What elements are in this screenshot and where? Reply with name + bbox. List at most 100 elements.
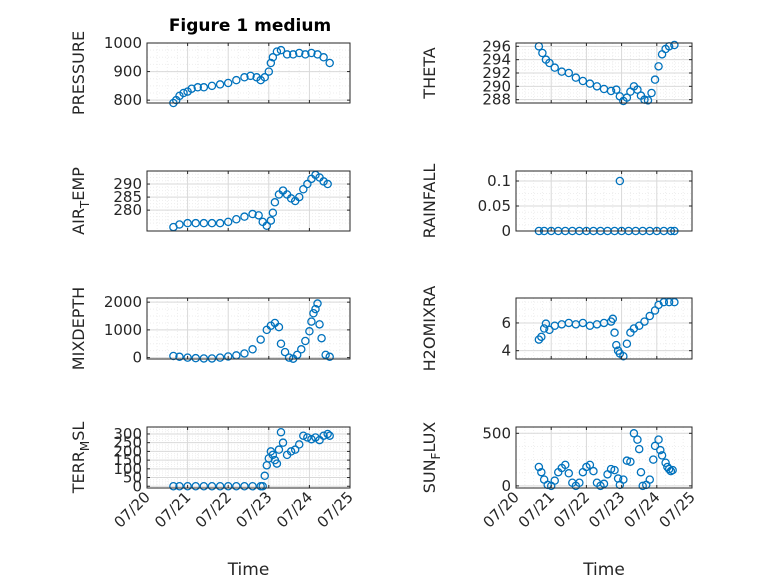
- data-point: [246, 71, 255, 81]
- data-point: [272, 459, 282, 468]
- data-point: [638, 481, 647, 491]
- data-point: [223, 217, 233, 227]
- data-point: [232, 482, 241, 491]
- data-point: [215, 482, 225, 491]
- data-point: [276, 339, 286, 348]
- data-point: [175, 352, 184, 362]
- data-point: [317, 333, 326, 343]
- data-point: [307, 317, 316, 326]
- data-point: [274, 445, 284, 454]
- y-tick-label: 290: [113, 175, 142, 193]
- data-point: [606, 86, 616, 96]
- y-tick-label: 200: [113, 442, 142, 460]
- data-point: [622, 456, 632, 465]
- y-tick-label: 500: [482, 424, 511, 442]
- data-point: [654, 435, 663, 444]
- data-point: [619, 475, 628, 484]
- data-point: [538, 48, 547, 58]
- y-tick-label: 1000: [104, 321, 142, 339]
- data-point: [578, 76, 588, 86]
- data-point: [232, 75, 241, 85]
- y-axis-label: TERRMSL: [69, 422, 92, 495]
- data-point: [183, 218, 192, 228]
- data-point: [589, 466, 598, 476]
- data-point: [199, 354, 209, 363]
- data-point: [661, 458, 670, 468]
- data-point: [280, 347, 290, 357]
- data-point: [315, 320, 324, 329]
- data-point: [670, 40, 679, 50]
- data-point: [169, 351, 178, 361]
- y-tick-label: 50: [123, 469, 142, 487]
- y-tick-label: 250: [113, 434, 142, 452]
- data-point: [309, 308, 318, 318]
- data-point: [260, 471, 269, 481]
- axes-box: [146, 42, 351, 104]
- data-point: [321, 350, 330, 360]
- data-point: [564, 469, 574, 478]
- data-point: [575, 478, 584, 487]
- data-point: [169, 482, 178, 491]
- y-axis-label: AIRTEMP: [69, 167, 92, 235]
- y-axis-label: H2OMIXRA: [420, 286, 439, 372]
- y-tick-label: 6: [501, 314, 511, 332]
- data-point: [199, 83, 209, 92]
- data-point: [325, 58, 334, 68]
- data-point: [541, 319, 551, 328]
- data-point: [545, 58, 554, 68]
- data-point: [670, 297, 679, 307]
- data-point: [215, 80, 225, 89]
- data-point: [633, 435, 642, 444]
- data-point: [240, 212, 249, 221]
- y-tick-label: 0.05: [478, 197, 511, 215]
- data-point: [325, 431, 334, 440]
- data-point: [223, 482, 233, 491]
- data-point: [207, 218, 217, 228]
- data-point: [282, 50, 292, 59]
- data-point: [534, 462, 544, 472]
- data-point: [585, 460, 595, 470]
- data-point: [303, 433, 312, 442]
- data-point: [301, 336, 310, 346]
- data-point: [626, 457, 635, 466]
- y-axis-label: PRESSURE: [69, 31, 88, 115]
- data-point: [610, 328, 619, 337]
- y-tick-label: 280: [113, 201, 142, 219]
- data-point: [215, 353, 225, 362]
- axes-row3-right: 4 6 H2OMIXRA: [420, 286, 693, 372]
- data-point: [647, 88, 656, 98]
- axes-top-left: 800 900 1000 PRESSURE: [69, 31, 351, 115]
- data-point: [276, 427, 286, 437]
- data-point: [311, 304, 320, 314]
- data-point: [274, 322, 284, 332]
- data-point: [262, 221, 272, 231]
- data-point: [666, 466, 676, 476]
- data-point: [223, 78, 233, 88]
- data-point: [599, 479, 609, 489]
- data-point: [294, 440, 304, 449]
- y-tick-label: 900: [113, 63, 142, 81]
- data-point: [592, 82, 602, 91]
- data-point: [654, 62, 663, 71]
- data-point: [537, 467, 546, 477]
- y-axis-label: MIXDEPTH: [69, 287, 88, 370]
- y-tick-label: 150: [113, 451, 142, 469]
- data-point: [325, 352, 334, 362]
- y-tick-label: 285: [113, 188, 142, 206]
- data-point: [207, 81, 217, 91]
- data-point: [606, 464, 616, 474]
- axes-box: [515, 297, 693, 360]
- y-tick-label: 290: [482, 77, 511, 95]
- x-axis-label: Time: [582, 560, 625, 580]
- data-point: [248, 345, 257, 354]
- axes-box: [146, 426, 351, 489]
- data-point: [288, 50, 298, 59]
- data-point: [258, 482, 267, 491]
- data-point: [636, 467, 646, 477]
- y-tick-label: 0: [132, 349, 142, 367]
- data-point: [223, 352, 233, 361]
- y-axis-label: SUNFLUX: [420, 422, 443, 494]
- data-point: [323, 429, 332, 439]
